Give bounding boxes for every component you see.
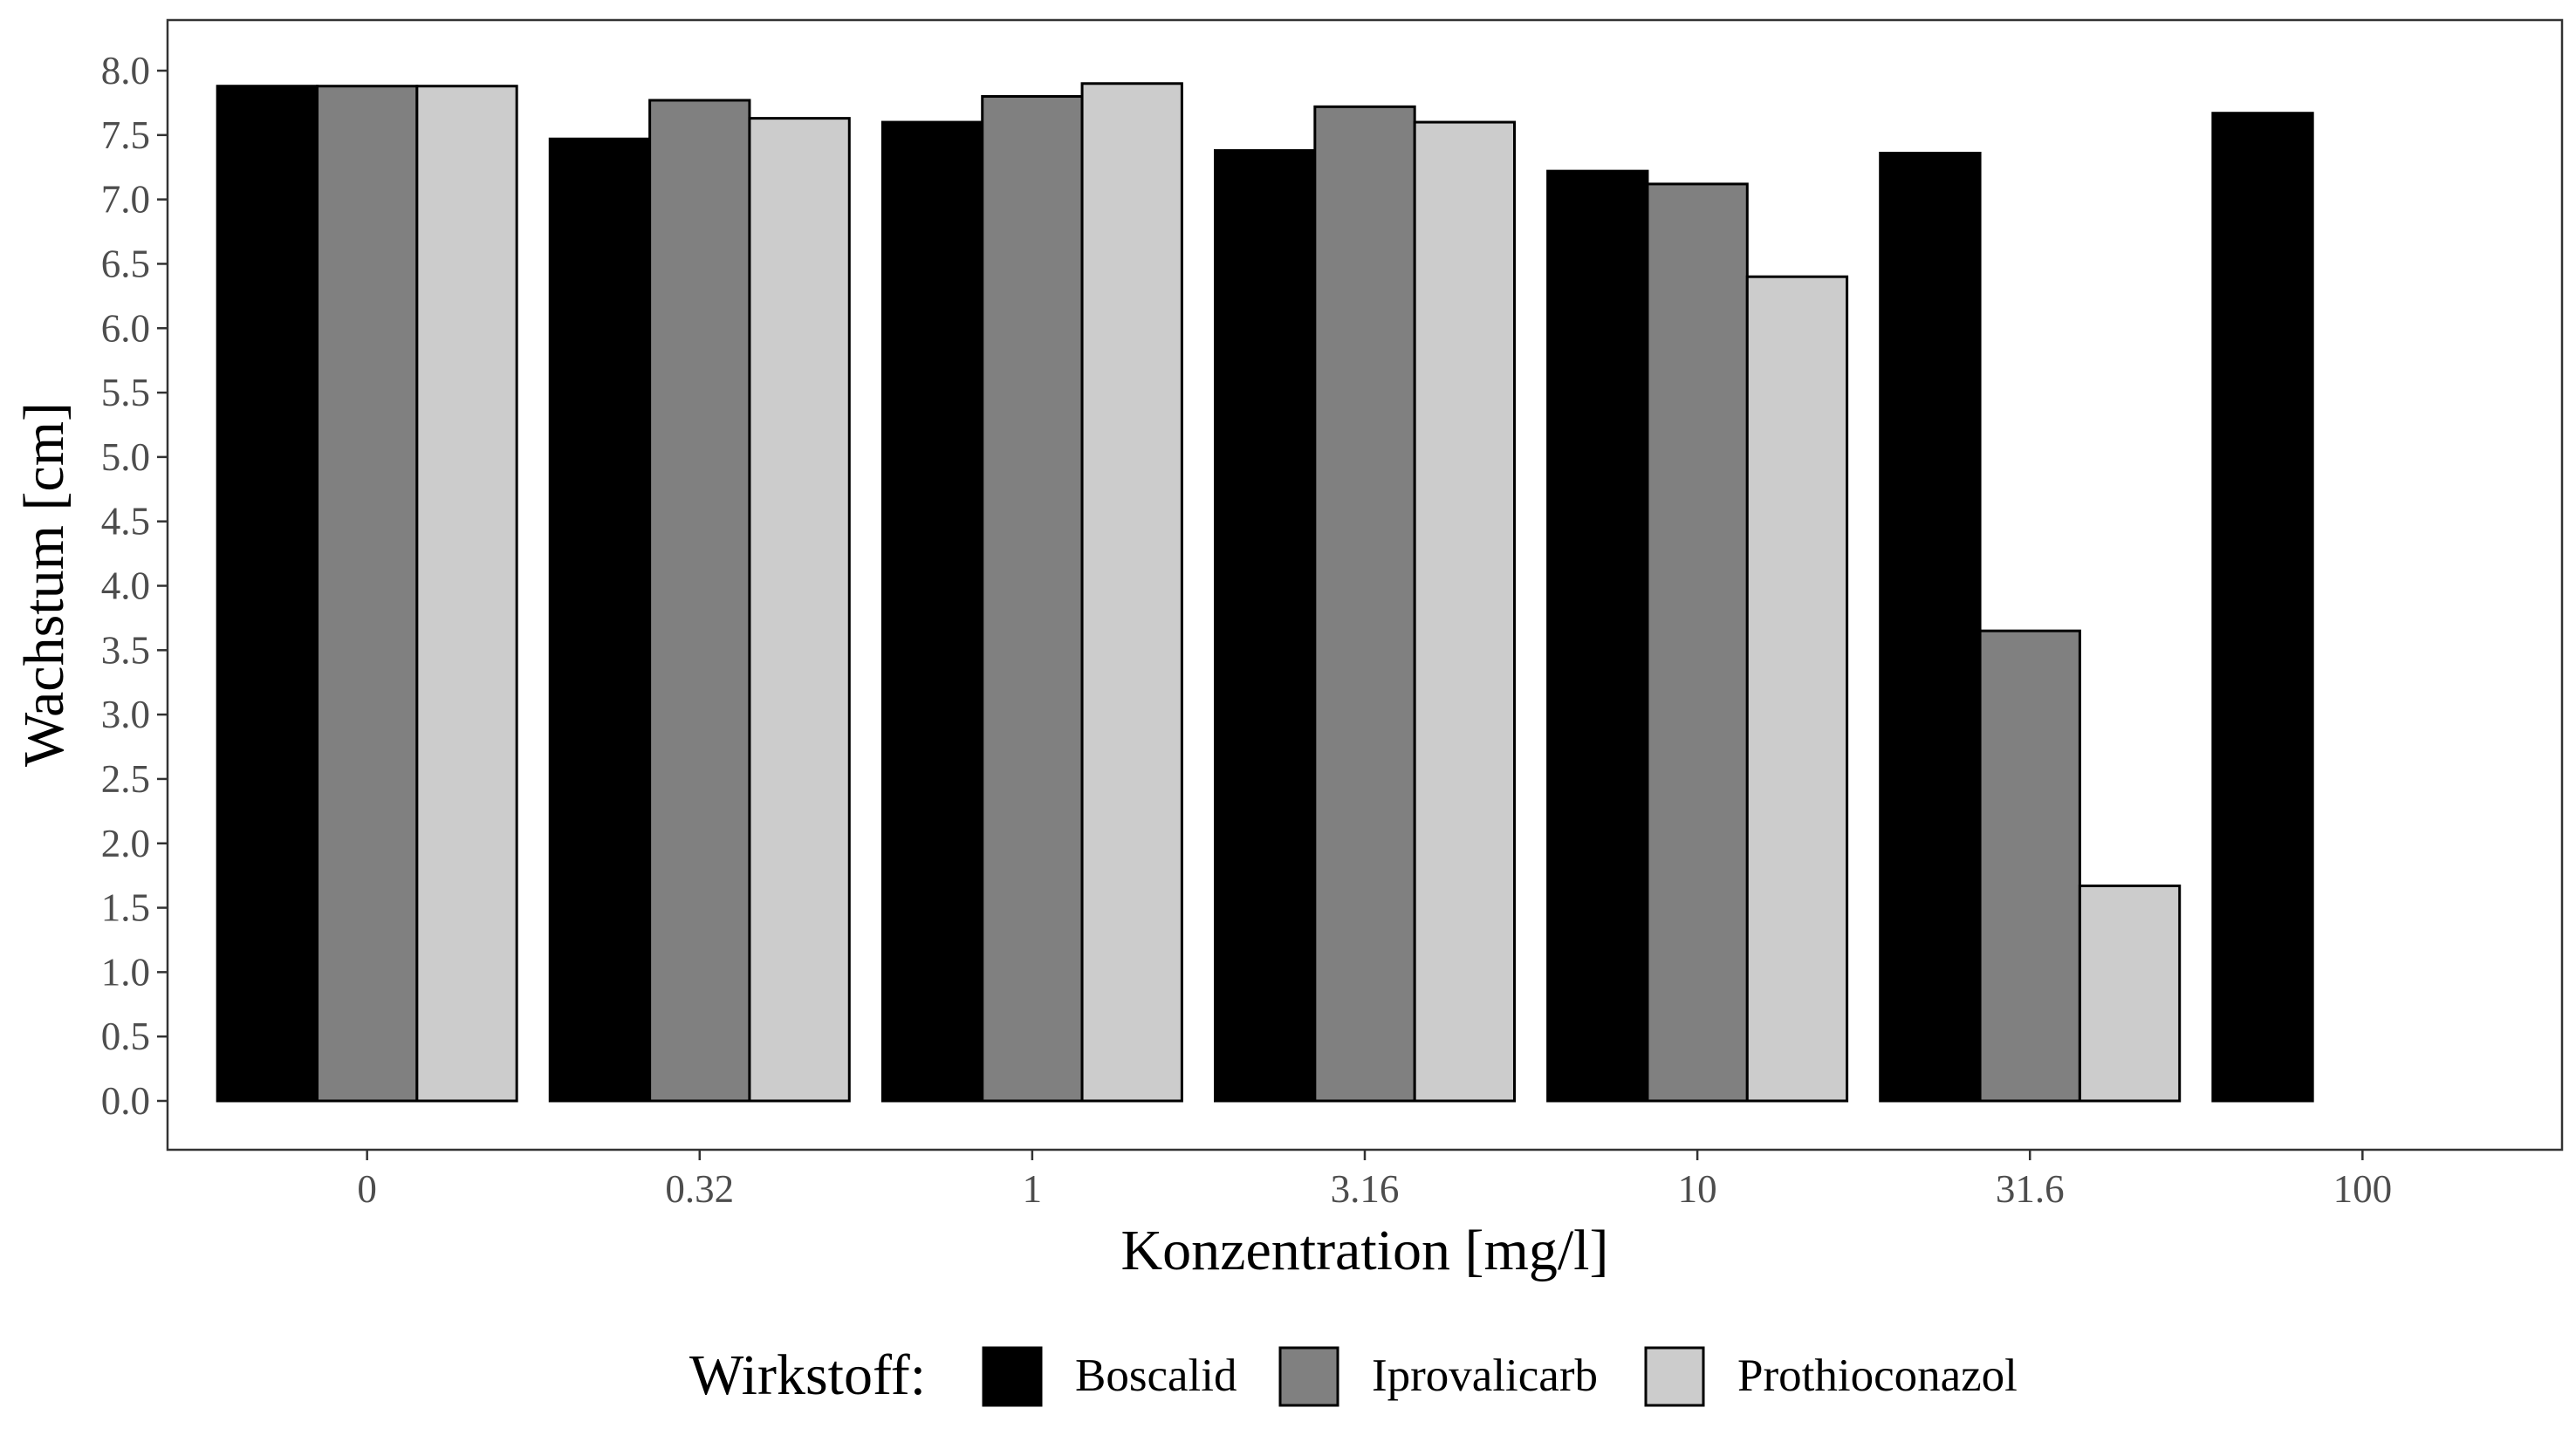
- y-tick-label: 2.5: [101, 757, 150, 801]
- bar-prothioconazol-0.32: [748, 117, 851, 1103]
- y-tick-label: 5.5: [101, 371, 150, 414]
- y-tick-label: 2.0: [101, 822, 150, 865]
- bar-iprovalicarb-10: [1646, 182, 1749, 1103]
- y-tick-label: 6.5: [101, 242, 150, 285]
- bar-prothioconazol-1: [1080, 82, 1183, 1103]
- legend-key-prothioconazol: [1644, 1346, 1705, 1407]
- y-tick-label: 7.5: [101, 113, 150, 157]
- bar-prothioconazol-10: [1745, 275, 1849, 1103]
- bar-iprovalicarb-3.16: [1313, 105, 1416, 1103]
- x-axis: 0 0.32 1 3.16 10 31.6 100: [357, 1150, 2392, 1211]
- bar-boscalid-100: [2211, 112, 2314, 1103]
- y-tick-label: 0.0: [101, 1079, 150, 1123]
- x-tick-label: 100: [2333, 1167, 2393, 1211]
- y-tick-label: 3.0: [101, 693, 150, 736]
- legend-label-iprovalicarb: Iprovalicarb: [1372, 1350, 1598, 1401]
- x-tick-label: 3.16: [1331, 1167, 1400, 1211]
- legend-label-prothioconazol: Prothioconazol: [1737, 1350, 2018, 1401]
- y-tick-label: 1.5: [101, 886, 150, 930]
- x-tick-label: 31.6: [1996, 1167, 2065, 1211]
- bar-prothioconazol-3.16: [1413, 120, 1516, 1103]
- legend-key-boscalid: [982, 1346, 1043, 1407]
- bar-iprovalicarb-31.6: [1978, 629, 2081, 1103]
- bar-iprovalicarb-1: [981, 95, 1084, 1103]
- y-tick-label: 3.5: [101, 628, 150, 672]
- bar-prothioconazol-0: [415, 85, 518, 1103]
- x-tick-label: 1: [1023, 1167, 1043, 1211]
- bar-boscalid-0: [216, 85, 319, 1103]
- y-tick-label: 1.0: [101, 950, 150, 994]
- y-tick-label: 4.5: [101, 500, 150, 543]
- legend-key-iprovalicarb: [1278, 1346, 1339, 1407]
- y-tick-label: 0.5: [101, 1015, 150, 1058]
- bar-prothioconazol-31.6: [2078, 884, 2182, 1103]
- bars-layer: [216, 82, 2314, 1103]
- bar-boscalid-0.32: [548, 137, 652, 1103]
- y-axis: 0.0 0.5 1.0 1.5 2.0 2.5 3.0 3.5 4.0 4.5 5.0 5.5 6.0 6…: [101, 49, 168, 1123]
- y-tick-label: 4.0: [101, 564, 150, 608]
- y-tick-label: 6.0: [101, 306, 150, 350]
- bar-boscalid-10: [1546, 169, 1649, 1103]
- x-tick-label: 0.32: [665, 1167, 734, 1211]
- legend-label-boscalid: Boscalid: [1075, 1350, 1237, 1401]
- bar-boscalid-31.6: [1879, 151, 1982, 1103]
- bar-boscalid-3.16: [1214, 149, 1317, 1103]
- x-tick-label: 0: [357, 1167, 377, 1211]
- bar-boscalid-1: [880, 120, 984, 1103]
- bar-iprovalicarb-0.32: [648, 99, 751, 1103]
- x-tick-label: 10: [1678, 1167, 1717, 1211]
- y-tick-label: 7.0: [101, 178, 150, 222]
- y-tick-label: 5.0: [101, 435, 150, 479]
- bar-iprovalicarb-0: [316, 85, 419, 1103]
- x-axis-title: Konzentration [mg/l]: [1120, 1219, 1608, 1282]
- y-axis-title: Wachstum [cm]: [12, 402, 76, 767]
- y-tick-label: 8.0: [101, 49, 150, 92]
- legend: Wirkstoff: Boscalid Iprovalicarb Prothioco…: [689, 1343, 2018, 1407]
- legend-title: Wirkstoff:: [689, 1343, 926, 1407]
